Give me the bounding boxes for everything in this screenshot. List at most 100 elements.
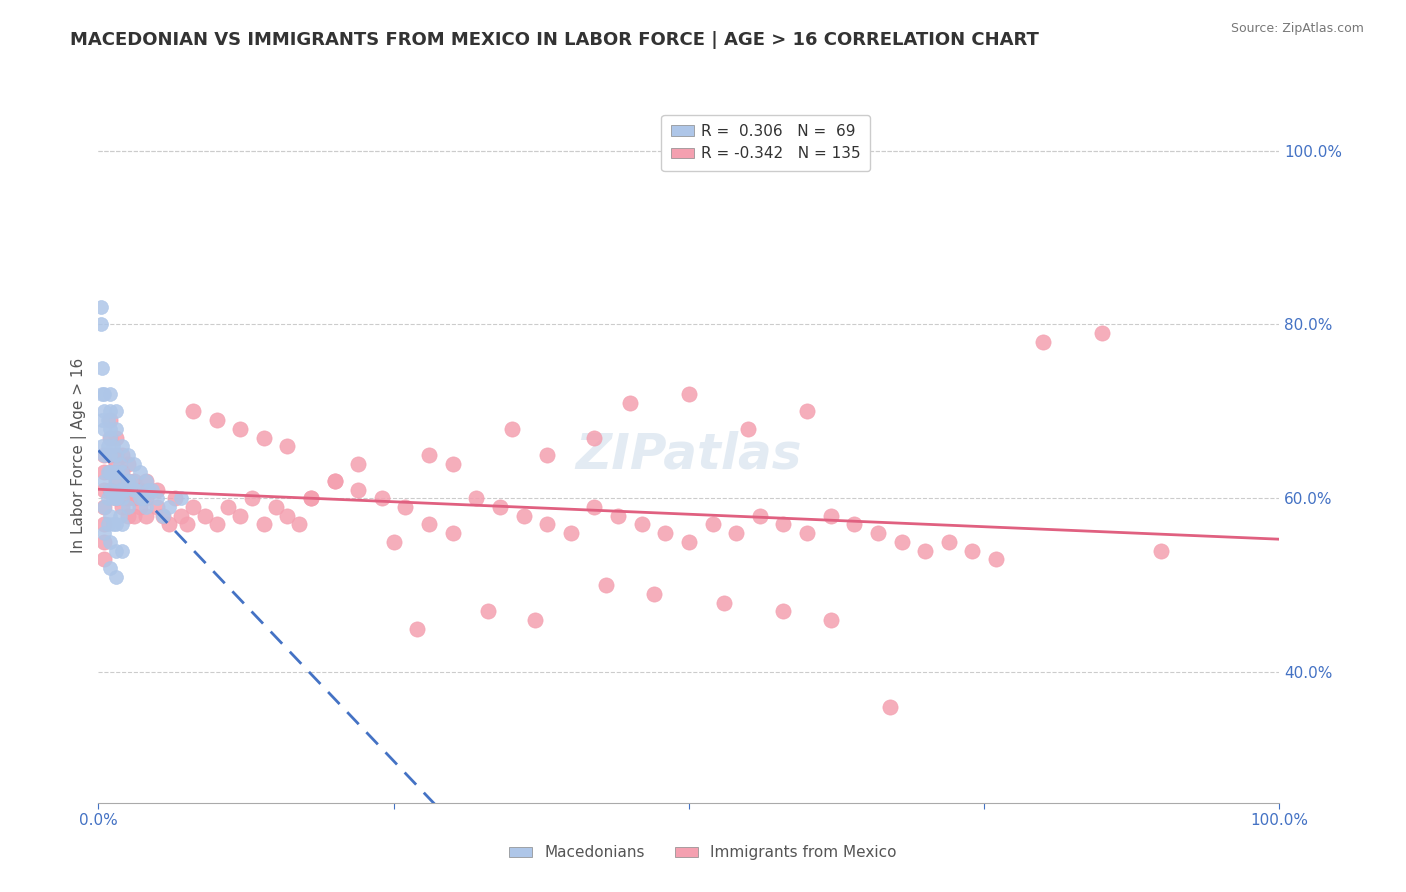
Point	[98, 413, 121, 427]
Point	[1032, 334, 1054, 349]
Point	[97, 466, 120, 480]
Legend: R =  0.306   N =  69, R = -0.342   N = 135: R = 0.306 N = 69, R = -0.342 N = 135	[661, 115, 870, 170]
Point	[820, 613, 842, 627]
Point	[713, 596, 735, 610]
Point	[157, 517, 180, 532]
Point	[105, 474, 128, 488]
Point	[98, 448, 121, 462]
Point	[91, 387, 114, 401]
Point	[128, 483, 150, 497]
Point	[323, 474, 346, 488]
Point	[194, 508, 217, 523]
Point	[105, 491, 128, 506]
Point	[264, 500, 287, 514]
Point	[702, 517, 724, 532]
Point	[890, 534, 912, 549]
Point	[128, 466, 150, 480]
Point	[132, 491, 155, 506]
Point	[98, 561, 121, 575]
Point	[654, 526, 676, 541]
Point	[146, 500, 169, 514]
Point	[748, 508, 770, 523]
Point	[93, 500, 115, 514]
Point	[105, 422, 128, 436]
Point	[121, 474, 143, 488]
Point	[90, 300, 112, 314]
Point	[205, 413, 228, 427]
Point	[125, 483, 148, 497]
Point	[91, 413, 114, 427]
Point	[101, 517, 124, 532]
Point	[90, 318, 112, 332]
Point	[93, 552, 115, 566]
Point	[97, 517, 120, 532]
Point	[217, 500, 239, 514]
Point	[97, 439, 120, 453]
Point	[93, 474, 115, 488]
Point	[560, 526, 582, 541]
Point	[105, 448, 128, 462]
Point	[347, 457, 370, 471]
Point	[105, 491, 128, 506]
Point	[98, 448, 121, 462]
Point	[914, 543, 936, 558]
Point	[111, 517, 134, 532]
Point	[122, 483, 145, 497]
Point	[524, 613, 547, 627]
Point	[93, 448, 115, 462]
Point	[146, 483, 169, 497]
Point	[93, 500, 115, 514]
Point	[135, 500, 157, 514]
Point	[536, 448, 558, 462]
Point	[619, 396, 641, 410]
Point	[112, 483, 135, 497]
Point	[111, 483, 134, 497]
Point	[536, 517, 558, 532]
Point	[772, 517, 794, 532]
Point	[101, 491, 124, 506]
Point	[643, 587, 665, 601]
Point	[122, 474, 145, 488]
Point	[111, 543, 134, 558]
Point	[108, 508, 131, 523]
Point	[176, 517, 198, 532]
Point	[678, 534, 700, 549]
Point	[165, 491, 187, 506]
Point	[105, 466, 128, 480]
Point	[122, 491, 145, 506]
Point	[117, 457, 139, 471]
Point	[93, 526, 115, 541]
Point	[347, 483, 370, 497]
Point	[253, 430, 276, 444]
Point	[93, 517, 115, 532]
Point	[678, 387, 700, 401]
Point	[170, 508, 193, 523]
Point	[725, 526, 748, 541]
Point	[501, 422, 523, 436]
Point	[136, 483, 159, 497]
Point	[93, 387, 115, 401]
Point	[866, 526, 889, 541]
Point	[91, 360, 114, 375]
Point	[93, 404, 115, 418]
Point	[105, 517, 128, 532]
Point	[101, 466, 124, 480]
Point	[152, 508, 174, 523]
Point	[879, 700, 901, 714]
Point	[583, 430, 606, 444]
Point	[93, 466, 115, 480]
Point	[97, 413, 120, 427]
Point	[91, 439, 114, 453]
Point	[844, 517, 866, 532]
Point	[122, 457, 145, 471]
Point	[1091, 326, 1114, 340]
Point	[299, 491, 322, 506]
Point	[984, 552, 1007, 566]
Point	[371, 491, 394, 506]
Point	[98, 483, 121, 497]
Point	[101, 439, 124, 453]
Point	[157, 500, 180, 514]
Point	[105, 457, 128, 471]
Point	[108, 457, 131, 471]
Point	[98, 404, 121, 418]
